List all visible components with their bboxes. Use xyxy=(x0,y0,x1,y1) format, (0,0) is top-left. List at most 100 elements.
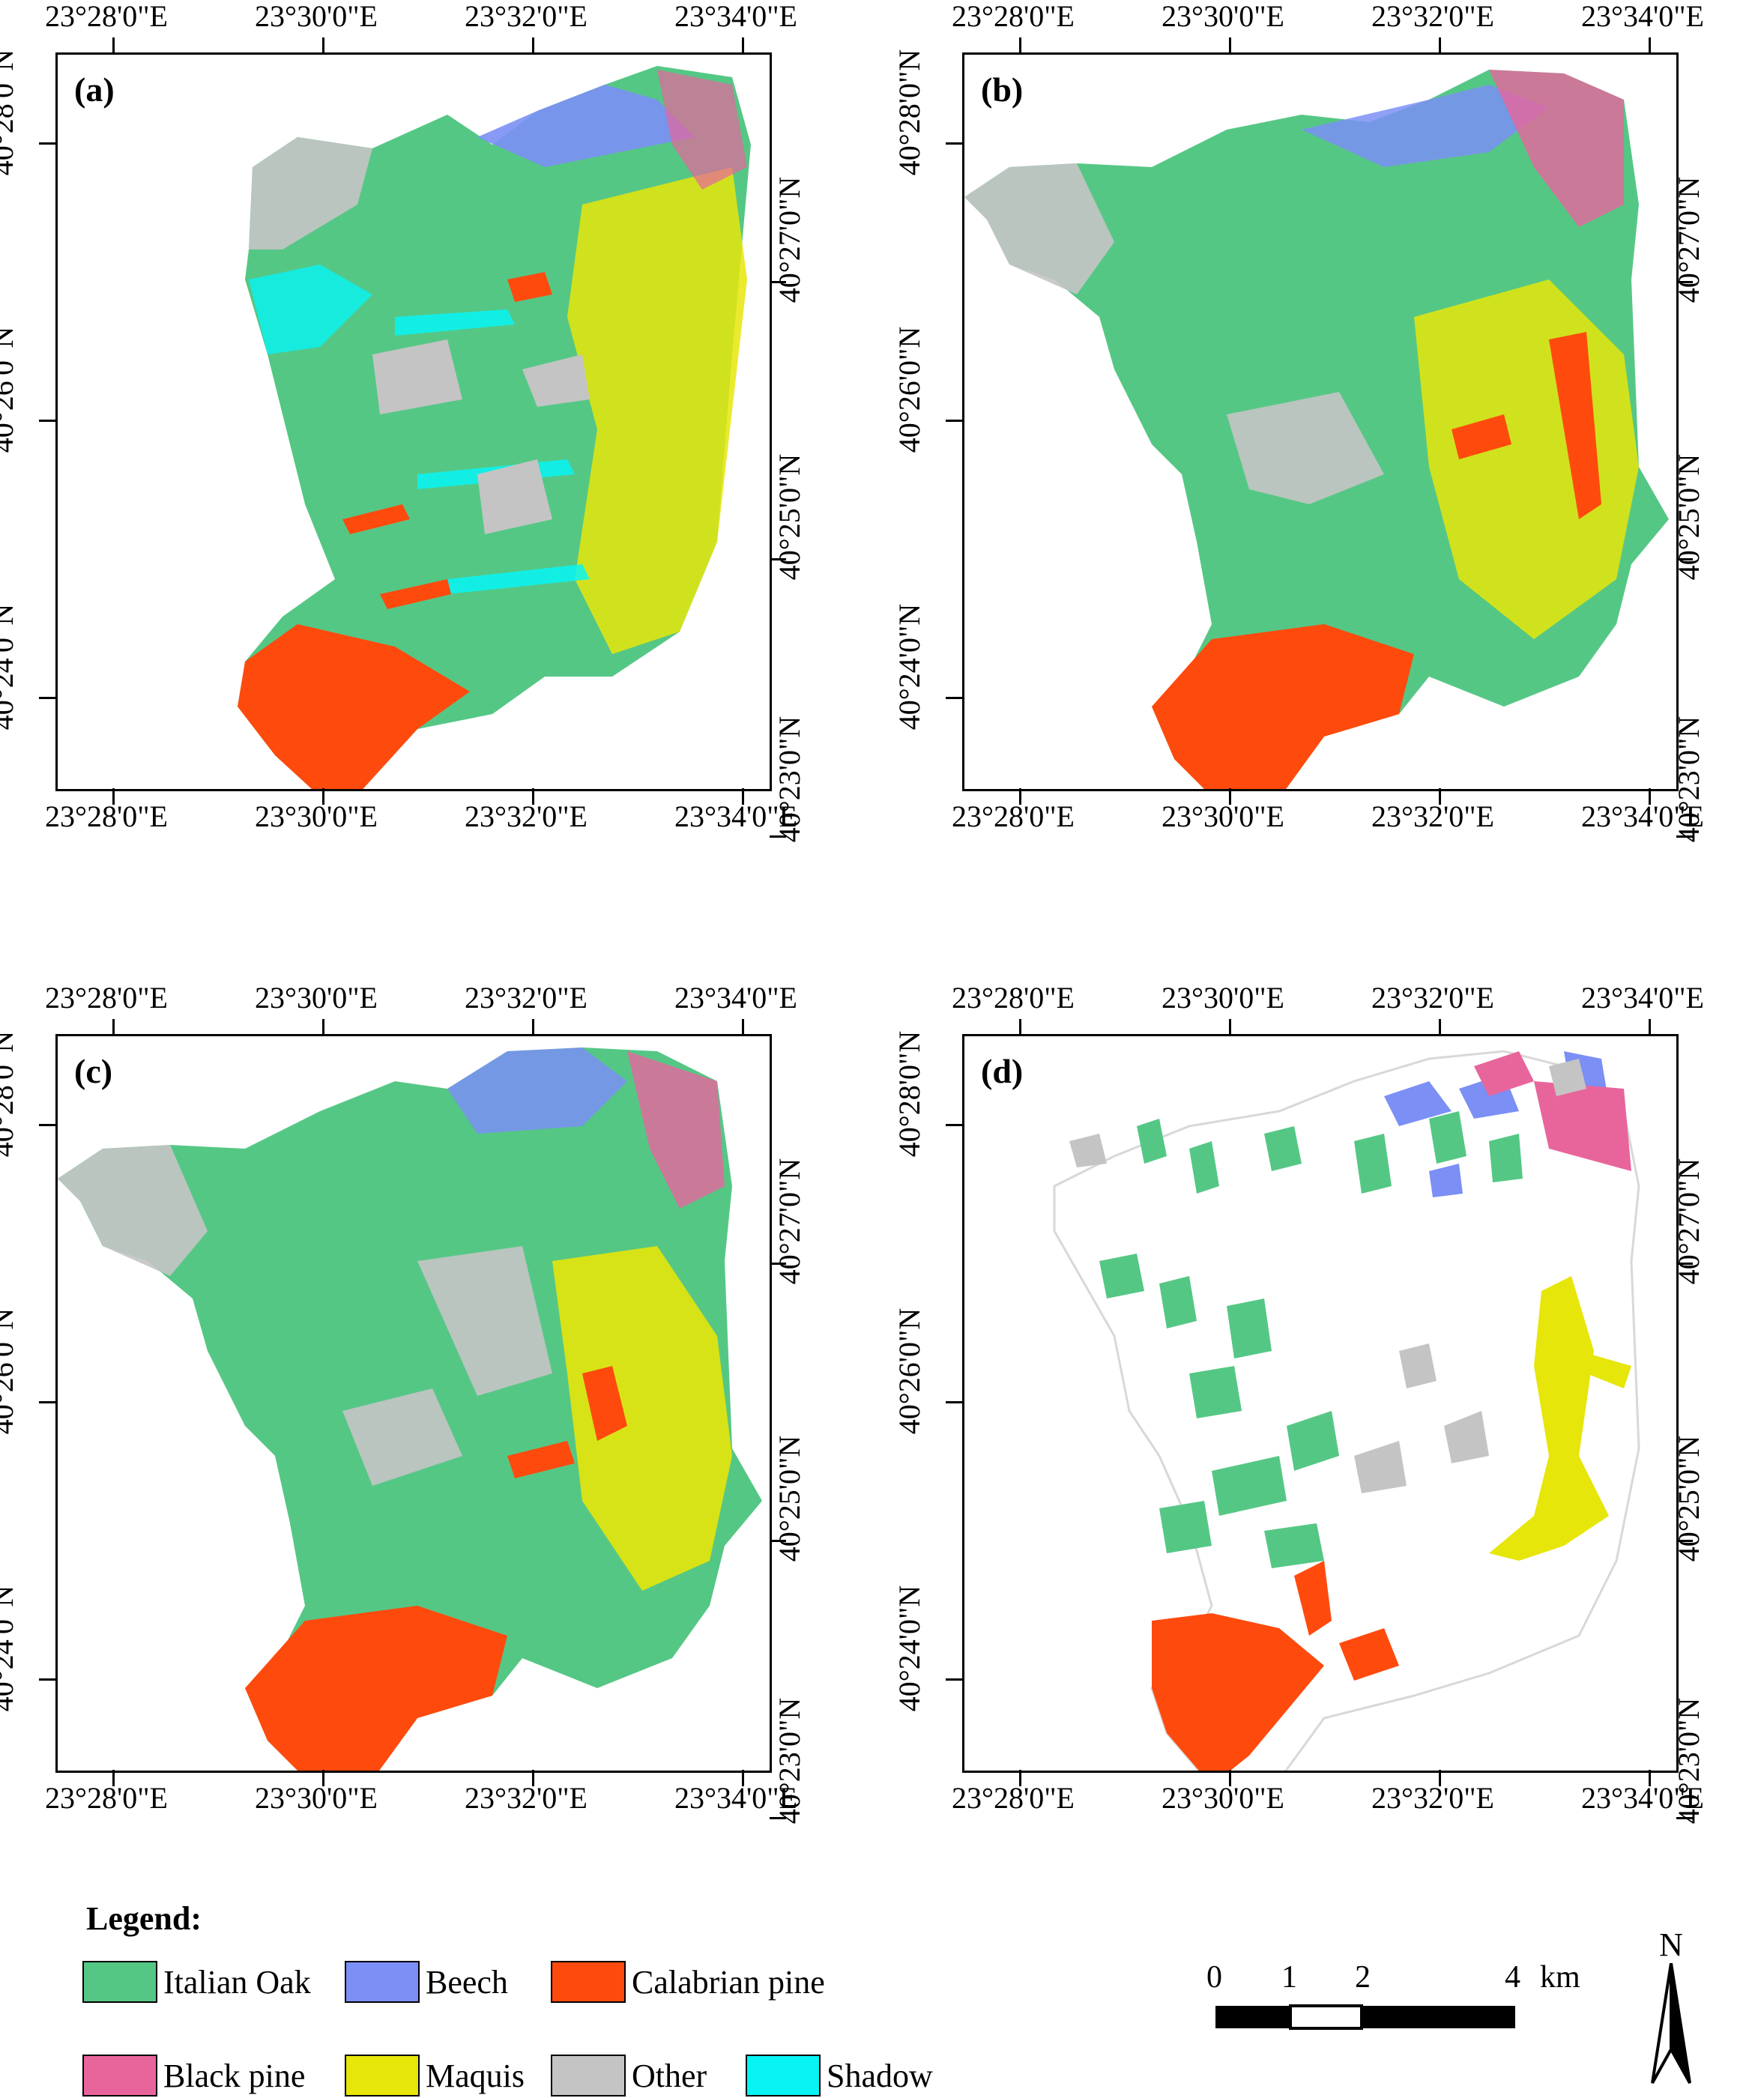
other-patches-a xyxy=(372,339,590,534)
legend-swatch xyxy=(551,2055,626,2097)
study-outline-d xyxy=(1053,1050,1640,1771)
top-lon-label: 23°28'0"E xyxy=(45,981,168,1015)
legend-label: Shadow xyxy=(827,2057,933,2094)
panel-label: (b) xyxy=(981,70,1024,109)
left-lat-label: 40°24'0"N xyxy=(0,1585,20,1712)
axis-tick xyxy=(946,1124,962,1126)
other-zone-c xyxy=(58,1145,552,1486)
top-lon-label: 23°32'0"E xyxy=(1371,981,1494,1015)
bottom-lon-label: 23°28'0"E xyxy=(45,1781,168,1815)
axis-tick xyxy=(112,37,115,54)
axis-tick xyxy=(742,788,744,805)
axis-tick xyxy=(532,788,534,805)
legend-label: Beech xyxy=(426,1963,508,2001)
legend-swatch xyxy=(551,1961,626,2003)
shadow-zone-a xyxy=(249,264,372,354)
left-lat-label: 40°26'0"N xyxy=(892,326,927,453)
panel-a: (a) 23°28'0"E 23°30'0"E 23°32'0"E 23°34'… xyxy=(0,0,824,843)
axis-tick xyxy=(770,1540,786,1542)
top-lon-label: 23°34'0"E xyxy=(1581,0,1704,33)
legend-item-black-pine: Black pine xyxy=(82,2053,305,2098)
left-lat-label: 40°28'0"N xyxy=(892,49,927,176)
top-lon-label: 23°28'0"E xyxy=(952,0,1075,33)
bottom-lon-label: 23°32'0"E xyxy=(1371,799,1494,833)
axis-tick xyxy=(1019,37,1021,54)
right-lat-label: 40°27'0"N xyxy=(1672,1158,1706,1285)
axis-tick xyxy=(1649,1019,1651,1036)
top-lon-label: 23°30'0"E xyxy=(1162,0,1284,33)
axis-tick xyxy=(112,788,115,805)
axis-tick xyxy=(1229,1770,1231,1786)
legend-swatch xyxy=(345,2055,420,2097)
map-b xyxy=(964,70,1669,789)
maquis-zone-c xyxy=(552,1246,732,1591)
right-lat-label: 40°23'0"N xyxy=(1672,716,1706,843)
top-lon-label: 23°34'0"E xyxy=(1581,981,1704,1015)
axis-tick xyxy=(39,697,55,699)
top-lon-label: 23°34'0"E xyxy=(674,0,797,33)
bottom-lon-label: 23°34'0"E xyxy=(674,799,797,833)
axis-tick xyxy=(946,420,962,422)
legend-item-maquis: Maquis xyxy=(345,2053,525,2098)
axis-tick xyxy=(532,1019,534,1036)
left-lat-label: 40°24'0"N xyxy=(892,603,927,731)
axis-tick xyxy=(1649,1770,1651,1786)
bottom-lon-label: 23°30'0"E xyxy=(1162,1781,1284,1815)
blackpine-polygons-d xyxy=(1474,1051,1631,1171)
top-lon-label: 23°30'0"E xyxy=(255,981,378,1015)
axis-tick xyxy=(39,420,55,422)
scale-tick-label: 4 xyxy=(1505,1960,1520,1995)
top-lon-label: 23°28'0"E xyxy=(952,981,1075,1015)
north-arrow-icon xyxy=(1651,1963,1691,2084)
axis-tick xyxy=(39,142,55,145)
right-lat-label: 40°23'0"N xyxy=(773,716,807,843)
axis-tick xyxy=(39,1124,55,1126)
bottom-lon-label: 23°34'0"E xyxy=(1581,1781,1704,1815)
map-frame-c: (c) xyxy=(55,1034,772,1773)
left-lat-label: 40°28'0"N xyxy=(0,49,20,176)
axis-tick xyxy=(1649,788,1651,805)
shadow-streaks-a xyxy=(395,309,590,594)
top-lon-label: 23°32'0"E xyxy=(465,981,588,1015)
oak-polygons-d xyxy=(1099,1111,1523,1568)
other-zone-b xyxy=(964,163,1384,504)
panel-c: (c) 23°28'0"E 23°30'0"E 23°32'0"E 23°34'… xyxy=(0,981,824,1825)
map-frame-a: (a) xyxy=(55,52,772,791)
legend-item-beech: Beech xyxy=(345,1959,508,2004)
axis-tick xyxy=(770,558,786,560)
axis-tick xyxy=(1229,1019,1231,1036)
axis-tick xyxy=(1676,281,1693,283)
axis-tick xyxy=(770,835,786,838)
legend-title: Legend: xyxy=(86,1900,202,1937)
right-lat-label: 40°25'0"N xyxy=(773,453,807,581)
legend-item-italian-oak: Italian Oak xyxy=(82,1959,311,2004)
calabrian-zone-a xyxy=(238,624,470,789)
left-lat-label: 40°26'0"N xyxy=(892,1308,927,1435)
scale-bar xyxy=(1215,2004,1515,2030)
legend-swatch xyxy=(746,2055,821,2097)
legend-label: Other xyxy=(632,2057,707,2094)
top-lon-label: 23°32'0"E xyxy=(465,0,588,33)
legend-label: Calabrian pine xyxy=(632,1963,825,2001)
axis-tick xyxy=(1019,1770,1021,1786)
scale-unit: km xyxy=(1540,1960,1580,1995)
axis-tick xyxy=(1439,37,1441,54)
legend-swatch xyxy=(345,1961,420,2003)
calabrian-streaks-c xyxy=(507,1366,627,1478)
axis-tick xyxy=(770,281,786,283)
bottom-lon-label: 23°34'0"E xyxy=(674,1781,797,1815)
axis-tick xyxy=(1676,558,1693,560)
bottom-lon-label: 23°34'0"E xyxy=(1581,799,1704,833)
axis-tick xyxy=(39,1678,55,1681)
axis-tick xyxy=(1229,37,1231,54)
bottom-lon-label: 23°30'0"E xyxy=(255,1781,378,1815)
right-lat-label: 40°25'0"N xyxy=(1672,1435,1706,1562)
axis-tick xyxy=(742,1019,744,1036)
right-lat-label: 40°27'0"N xyxy=(773,176,807,303)
bottom-lon-label: 23°32'0"E xyxy=(465,799,588,833)
legend-item-other: Other xyxy=(551,2053,707,2098)
legend-swatch xyxy=(82,2055,157,2097)
panel-d: (d) 23°28'0"E 23°30'0"E 23°32'0"E 23°34'… xyxy=(892,981,1731,1825)
right-lat-label: 40°27'0"N xyxy=(1672,176,1706,303)
axis-tick xyxy=(1439,1019,1441,1036)
